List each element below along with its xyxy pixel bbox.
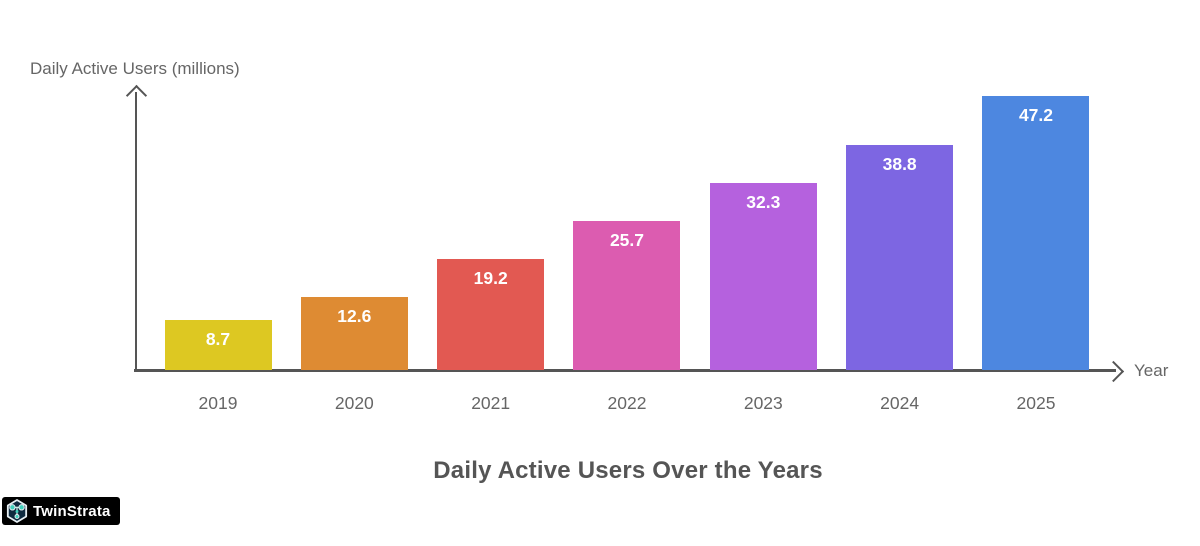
brand-badge: TwinStrata (2, 497, 120, 525)
bar-value-label: 38.8 (882, 153, 917, 174)
bar-2020: 12.6 (300, 296, 408, 370)
x-tick-2025: 2025 (1016, 393, 1056, 413)
bar-2023: 32.3 (709, 182, 817, 370)
bar-2024: 38.8 (846, 144, 954, 370)
bar-value-label: 47.2 (1018, 105, 1053, 126)
brand-name: TwinStrata (33, 502, 111, 520)
y-axis-arrow-icon (125, 84, 148, 107)
x-tick-2020: 2020 (334, 393, 374, 413)
bar-2021: 19.2 (437, 258, 545, 370)
bar-2025: 47.2 (982, 96, 1090, 370)
bar-value-label: 32.3 (746, 191, 781, 212)
x-axis-title: Year (1134, 361, 1169, 380)
x-axis-arrow-icon (1102, 360, 1125, 383)
bar-value-label: 25.7 (609, 229, 645, 250)
bar-value-label: 8.7 (205, 328, 231, 349)
bar-2019: 8.7 (164, 319, 272, 370)
y-axis-line (135, 92, 137, 371)
x-axis-line (134, 369, 1116, 372)
twinstrata-logo-icon (6, 499, 28, 523)
bar-value-label: 19.2 (473, 267, 508, 288)
bar-value-label: 12.6 (337, 305, 372, 326)
y-axis-title: Daily Active Users (millions) (30, 59, 240, 78)
bar-2022: 25.7 (573, 220, 681, 370)
x-tick-2019: 2019 (198, 393, 238, 413)
chart-title: Daily Active Users Over the Years (433, 457, 823, 484)
x-tick-2021: 2021 (471, 393, 511, 413)
x-tick-2023: 2023 (743, 393, 783, 413)
x-tick-2024: 2024 (880, 393, 920, 413)
x-tick-2022: 2022 (607, 393, 647, 413)
